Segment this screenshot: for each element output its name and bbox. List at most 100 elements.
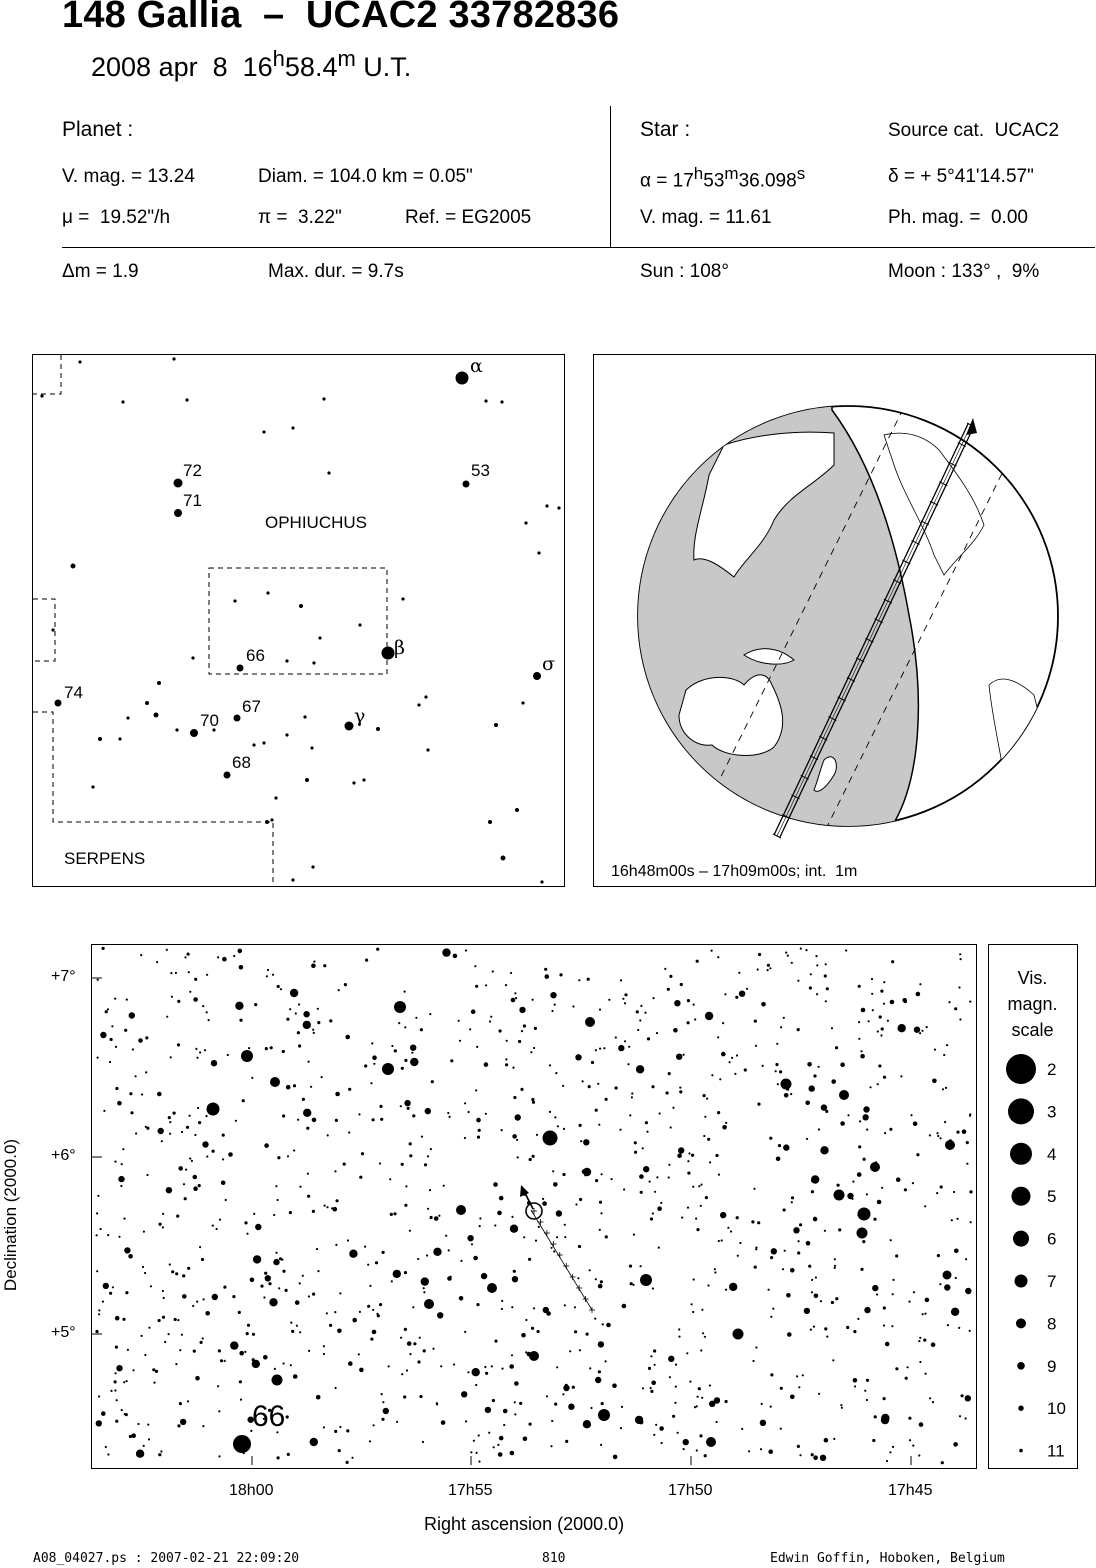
legend-dot [1016,1318,1026,1329]
chart-star [618,1044,625,1052]
chart-star [703,1454,707,1458]
chart-star [160,1450,163,1453]
chart-star [467,1371,470,1374]
chart-star [301,1274,304,1277]
chart-star [162,1212,165,1215]
chart-star [101,946,105,950]
chart-star [704,1115,707,1118]
chart-star [732,1328,744,1340]
chart-star [621,1303,627,1309]
chart-star [545,1395,549,1398]
chart-star [206,1102,220,1116]
chart-star [691,1153,695,1157]
chart-star [197,1106,200,1110]
chart-star [643,1166,650,1173]
zoom-region [208,567,388,675]
chart-star [521,1332,526,1338]
new-zealand-outline [813,756,837,792]
chart-star [436,1403,439,1406]
chart-star [728,1061,731,1064]
chart-star [669,1126,672,1129]
chart-star [729,1230,733,1233]
map-star [190,729,198,737]
chart-star [533,1026,537,1030]
chart-star [471,1368,480,1377]
map-star [533,672,541,680]
chart-star [339,1292,342,1295]
chart-star [682,1438,689,1446]
chart-star [266,968,270,972]
chart-star [169,1056,172,1059]
chart-star [756,968,759,971]
chart-star [735,1216,739,1220]
path-time-tick [809,755,819,761]
chart-star [839,1090,849,1100]
path-time-tick [865,637,874,643]
chart-star [125,998,128,1001]
chart-star [777,1144,782,1148]
constellation-name-serpens: SERPENS [64,849,146,868]
chart-star [649,1217,654,1221]
chart-star [776,1083,779,1086]
map-star [40,394,44,398]
chart-star [422,1287,425,1290]
chart-star [891,1325,894,1328]
chart-star [108,1060,112,1064]
star-chart: 66 [91,944,977,1469]
chart-star [322,1352,325,1356]
chart-star [279,988,283,991]
chart-star [337,1449,341,1453]
chart-star [706,1437,716,1447]
chart-star [311,963,316,969]
chart-star [692,1003,695,1006]
chart-star [882,1002,886,1005]
chart-star [149,1285,153,1288]
chart-star [251,1332,256,1336]
chart-star [699,1204,702,1207]
chart-star [715,1153,719,1158]
chart-star [381,1250,385,1254]
chart-star [565,1439,569,1443]
chart-star [254,1003,258,1007]
chart-star [531,1154,535,1158]
chart-star [891,960,895,964]
chart-star [803,1307,811,1315]
chart-star [382,1407,389,1415]
chart-star [695,1449,698,1452]
chart-star [531,1097,535,1102]
chart-star [932,1078,937,1084]
chart-star [348,1361,353,1366]
map-star [381,646,395,660]
chart-star [585,1332,589,1336]
chart-star [597,1283,603,1289]
chart-star [880,1027,884,1031]
chart-star [589,1367,592,1370]
chart-star [783,1093,789,1098]
map-star [291,426,295,430]
map-star [299,604,303,608]
chart-star [198,1121,202,1125]
chart-star [651,1287,655,1290]
chart-star [895,1254,899,1258]
chart-star [954,1007,958,1011]
chart-star [144,1125,147,1128]
chart-star [264,1271,268,1275]
path-time-tick [939,481,948,487]
chart-star [316,1007,319,1010]
chart-star [511,1215,514,1218]
chart-star [382,1063,394,1075]
chart-star [176,1043,181,1047]
chart-star [807,1062,812,1067]
map-star [185,398,189,402]
chart-star [122,1317,126,1321]
chart-star [376,947,380,951]
chart-star [171,1270,175,1274]
chart-star [936,1192,939,1195]
chart-star [969,1000,972,1003]
chart-star [244,1221,248,1225]
chart-star [453,1363,456,1366]
chart-star [930,1342,936,1347]
chart-star [579,1197,583,1202]
chart-star [95,1234,98,1237]
chart-star [484,1112,487,1115]
